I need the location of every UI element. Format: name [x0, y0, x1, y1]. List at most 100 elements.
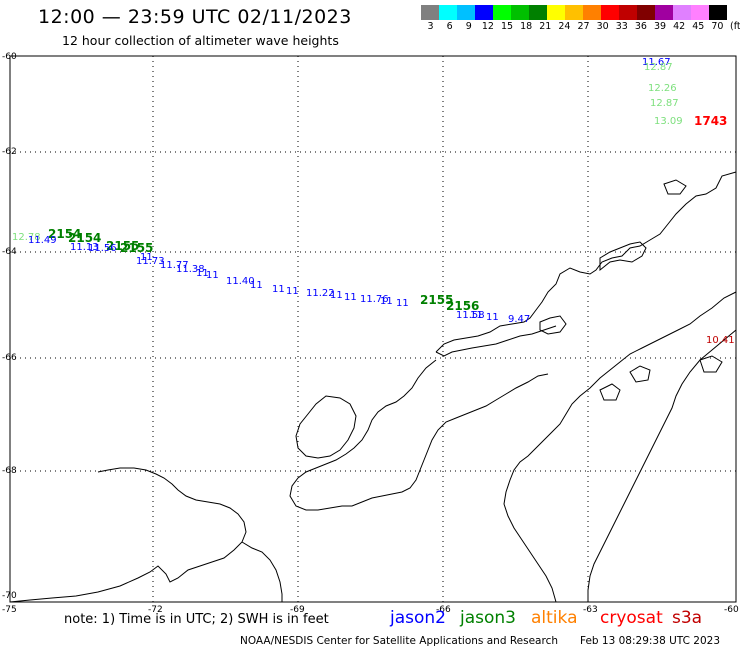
- east-coast-inner: [587, 329, 737, 602]
- colorbar-label: 42: [673, 21, 686, 32]
- colorbar-label: 6: [446, 21, 453, 32]
- southwest-coast: [9, 467, 247, 603]
- track-overplot-mark: 11: [396, 298, 409, 309]
- lat-tick-label: -66: [2, 353, 17, 363]
- colorbar-swatch: [457, 5, 475, 20]
- observation-label: 9.47: [508, 314, 530, 325]
- island-b: [599, 241, 647, 272]
- lat-tick-label: -70: [2, 591, 17, 601]
- observation-label: 13.09: [654, 116, 683, 127]
- track-overplot-mark: 11: [380, 296, 393, 307]
- colorbar-swatch: [655, 5, 673, 20]
- track-overplot-mark: 11: [344, 292, 357, 303]
- lon-tick-label: -60: [724, 605, 739, 615]
- track-overplot-mark: 11: [330, 290, 343, 301]
- observation-label: 11.40: [226, 276, 255, 287]
- observation-label: 11.13: [70, 242, 99, 253]
- track-overplot-mark: 11: [486, 312, 499, 323]
- peninsula-north-coast: [435, 171, 737, 353]
- footer-note: note: 1) Time is in UTC; 2) SWH is in fe…: [64, 612, 329, 627]
- colorbar-swatch: [547, 5, 565, 20]
- island-g: [599, 383, 621, 401]
- colorbar-label: 33: [615, 21, 628, 32]
- observation-label: 11.76: [360, 294, 389, 305]
- colorbar-swatch: [673, 5, 691, 20]
- graticule: [10, 56, 736, 602]
- colorbar-label: 36: [634, 21, 647, 32]
- track-overplot-mark: 11: [196, 268, 209, 279]
- observation-label: 11.58: [456, 310, 485, 321]
- colorbar-swatch: [691, 5, 709, 20]
- observation-label: 10.41: [706, 335, 735, 346]
- lat-tick-label: -68: [2, 466, 17, 476]
- island-f: [629, 365, 651, 383]
- observation-label: 2154: [68, 231, 101, 245]
- page-title: 12:00 — 23:59 UTC 02/11/2023: [38, 6, 352, 28]
- lon-tick-label: -75: [2, 605, 17, 615]
- colorbar-label: 24: [558, 21, 571, 32]
- colorbar-swatch: [601, 5, 619, 20]
- track-overplot-mark: 11: [470, 310, 483, 321]
- lon-tick-label: -72: [148, 605, 163, 615]
- island-a: [295, 395, 357, 459]
- colorbar-swatch: [475, 5, 493, 20]
- lon-tick-label: -66: [436, 605, 451, 615]
- lat-tick-label: -64: [2, 247, 17, 257]
- observation-label: 2156: [446, 299, 479, 313]
- colorbar-label: 39: [654, 21, 667, 32]
- colorbar-label: 70: [711, 21, 724, 32]
- colorbar-label: 27: [577, 21, 590, 32]
- legend-altika: altika: [531, 608, 578, 628]
- track-overplot-mark: 11: [286, 286, 299, 297]
- lon-tick-label: -69: [290, 605, 305, 615]
- observation-label: 2155: [120, 241, 153, 255]
- island-c: [539, 315, 567, 335]
- colorbar-label: 3: [427, 21, 434, 32]
- observation-label: 12.87: [650, 98, 679, 109]
- island-e: [699, 355, 723, 373]
- coastline: [9, 171, 737, 603]
- east-coast: [503, 291, 737, 603]
- track-overplot-mark: 11: [250, 280, 263, 291]
- colorbar-label: 12: [481, 21, 494, 32]
- south-inlet: [241, 541, 283, 602]
- observation-label: 11.49: [28, 235, 57, 246]
- observation-label: 12.78: [12, 232, 41, 243]
- legend-cryosat: cryosat: [600, 608, 663, 628]
- observation-label: 2154: [48, 227, 81, 241]
- observation-label: 12.26: [648, 83, 677, 94]
- lon-tick-label: -63: [583, 605, 598, 615]
- observation-label: 1743: [694, 114, 727, 128]
- legend-s3a: s3a: [672, 608, 703, 628]
- observation-label: 11.77: [160, 260, 189, 271]
- colorbar-swatch: [619, 5, 637, 20]
- legend-jason3: jason3: [460, 608, 516, 628]
- colorbar-swatch: [637, 5, 655, 20]
- colorbar-swatch: [565, 5, 583, 20]
- colorbar: [421, 5, 727, 20]
- colorbar-swatch: [421, 5, 439, 20]
- observation-label: 11.22: [306, 288, 335, 299]
- colorbar-label: 21: [539, 21, 552, 32]
- legend-jason2: jason2: [390, 608, 446, 628]
- colorbar-swatch: [511, 5, 529, 20]
- lat-tick-label: -60: [2, 52, 17, 62]
- observation-label: 11.38: [176, 264, 205, 275]
- track-overplot-mark: 11: [140, 252, 153, 263]
- west-coast: [289, 359, 549, 511]
- colorbar-swatch: [583, 5, 601, 20]
- observation-label: 11.73: [136, 256, 165, 267]
- track-overplot-mark: 11: [206, 270, 219, 281]
- peninsula-inner-coast: [435, 325, 557, 357]
- track-overplot-mark: 11: [272, 284, 285, 295]
- colorbar-label: 15: [501, 21, 514, 32]
- colorbar-label: 18: [520, 21, 533, 32]
- colorbar-unit: (ft): [730, 21, 740, 32]
- colorbar-swatch: [493, 5, 511, 20]
- observation-label: 12.87: [644, 62, 673, 73]
- colorbar-label: 9: [465, 21, 472, 32]
- credit: NOAA/NESDIS Center for Satellite Applica…: [240, 635, 558, 647]
- colorbar-labels: 3 6 9 12 15 18 21 24 27 30 33 36 39 42 45 70: [421, 21, 727, 35]
